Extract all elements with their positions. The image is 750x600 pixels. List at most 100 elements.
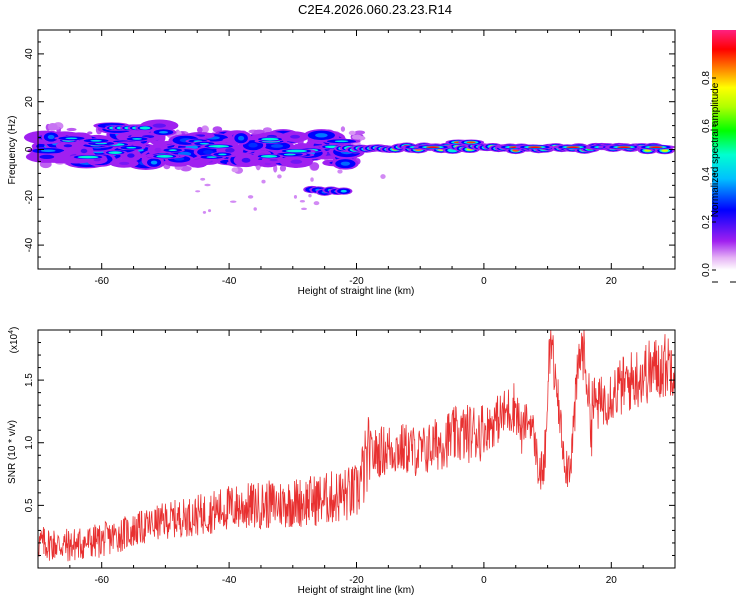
colorbar-tick-label: 0.4: [701, 167, 712, 181]
spectrogram-peak: [150, 160, 158, 165]
spectrogram-peak: [65, 137, 78, 140]
spectrogram-peak: [119, 161, 130, 165]
spectrogram-halo: [200, 177, 206, 181]
spectrogram-peak: [649, 146, 663, 148]
spectrogram-peak: [110, 151, 120, 154]
spectrogram-halo: [299, 199, 305, 203]
snr-panel: -60 -40 -20 0 20 0.5 1.0 1.5 Height of straigh…: [7, 327, 676, 596]
spectrogram-peak: [63, 144, 73, 148]
spectrogram-peak: [168, 149, 178, 152]
spectrogram-halo: [195, 190, 201, 193]
spectrogram-peak: [199, 142, 209, 145]
spectrogram-peak: [47, 134, 55, 140]
spectrogram-y-tick-label: -40: [24, 237, 35, 252]
spectrogram-peak: [206, 156, 217, 158]
spectrogram-peak: [81, 156, 95, 158]
spectrogram-halo: [201, 125, 209, 133]
spectrogram-peak: [269, 158, 278, 162]
spectrogram-peak: [426, 146, 440, 148]
snr-x-tick-label: -40: [222, 575, 237, 586]
spectrogram-halo: [293, 195, 297, 199]
spectrogram-x-tick-label: 20: [606, 276, 618, 287]
spectrogram-halo: [231, 167, 239, 173]
spectrogram-peak: [617, 146, 631, 148]
spectrogram-halo: [279, 165, 287, 172]
spectrogram-halo: [340, 126, 346, 132]
snr-y-scale-base: (x10: [9, 333, 20, 353]
spectrogram-halo: [66, 127, 77, 132]
spectrogram-peak: [334, 140, 349, 143]
spectrogram-halo: [229, 200, 237, 203]
colorbar-label: Normalized spectral amplitude: [710, 82, 721, 217]
spectrogram-halo: [204, 183, 211, 187]
spectrogram-halo: [253, 129, 265, 135]
colorbar-tick-label: 0.2: [701, 215, 712, 229]
spectrogram-peak: [158, 130, 169, 134]
spectrogram-peak: [238, 135, 245, 141]
spectrogram-halo: [313, 201, 320, 206]
spectrogram-halo: [197, 126, 203, 134]
colorbar-tick-label: 0.6: [701, 119, 712, 133]
spectrogram-peak: [263, 155, 275, 158]
snr-y-scale-exp: 4: [8, 330, 15, 334]
snr-x-tick-label: 0: [481, 575, 487, 586]
spectrogram-halo: [380, 174, 386, 179]
spectrogram-halo: [348, 130, 356, 136]
spectrogram-y-tick-label: 20: [24, 96, 35, 108]
spectrogram-peak: [527, 146, 542, 148]
spectrogram-halo: [308, 193, 312, 198]
spectrogram-peak: [566, 146, 580, 148]
spectrogram-halo: [212, 126, 223, 133]
spectrogram-peak: [270, 144, 284, 148]
snr-x-label: Height of straight line (km): [298, 585, 415, 596]
spectrogram-halo: [261, 179, 266, 184]
snr-y-label: SNR (10 * v/v): [7, 420, 18, 484]
spectrogram-halo: [47, 123, 58, 131]
spectrogram-peak: [152, 123, 167, 128]
spectrogram-halo: [301, 207, 307, 211]
spectrogram-peak: [340, 161, 351, 166]
spectrogram-x-tick-label: -20: [349, 276, 364, 287]
spectrogram-peak: [154, 147, 162, 153]
snr-y-tick-label: 1.5: [24, 373, 35, 387]
snr-series-line: [37, 329, 676, 562]
spectrogram-halo: [180, 165, 192, 172]
spectrogram-halo: [310, 177, 314, 182]
snr-y-scale: (x104): [8, 327, 20, 354]
spectrogram-panel: -60 -40 -20 0 20 -40 -20 0 20 40 Height of strai…: [7, 29, 676, 297]
colorbar-tick-label: 0.0: [701, 263, 712, 277]
spectrogram-peak: [466, 141, 476, 144]
snr-y-tick-label: 0.5: [24, 498, 35, 512]
spectrogram-peak: [283, 153, 296, 156]
spectrogram-peak: [126, 146, 137, 149]
spectrogram-peak: [289, 150, 304, 152]
spectrogram-peak: [661, 149, 669, 152]
colorbar-tick-label: 0.8: [701, 71, 712, 85]
spectrogram-y-tick-label: -20: [24, 190, 35, 205]
snr-plot-area: [38, 330, 675, 568]
spectrogram-halo: [359, 136, 366, 141]
spectrogram-halo: [277, 174, 282, 179]
spectrogram-halo: [253, 207, 257, 211]
spectrogram-y-label: Frequency (Hz): [7, 116, 18, 185]
spectrogram-peak: [212, 145, 226, 148]
spectrogram-y-tick-label: 40: [24, 48, 35, 60]
spectrogram-peak: [248, 142, 258, 148]
spectrogram-peak: [132, 138, 142, 140]
spectrogram-peak: [225, 147, 235, 153]
spectrogram-halo: [247, 195, 254, 199]
spectrogram-y-tick-label: 0: [24, 146, 35, 152]
snr-x-tick-label: -20: [349, 575, 364, 586]
spectrogram-peak: [90, 139, 102, 142]
spectrogram-halo: [208, 209, 212, 213]
spectrogram-halo: [354, 130, 366, 135]
spectrogram-halo: [87, 131, 93, 135]
snr-x-tick-label: 20: [606, 575, 618, 586]
spectrogram-halo: [310, 162, 320, 171]
spectrogram-peak: [290, 134, 301, 139]
spectrogram-energy: [23, 119, 676, 214]
snr-y-tick-label: 1.0: [24, 435, 35, 449]
spectrogram-peak: [127, 153, 135, 158]
spectrogram-peak: [290, 159, 303, 164]
